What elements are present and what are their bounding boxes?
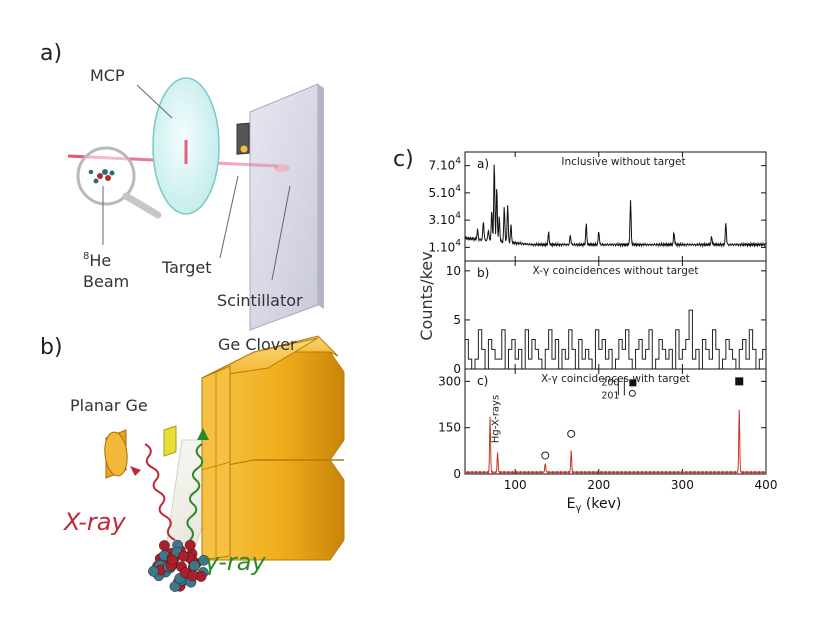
marker-square: [735, 377, 744, 386]
subplot-title-c: X-γ coincidences with target: [541, 373, 690, 385]
subplot-frame-c: [464, 368, 767, 475]
scintillator-edge: [318, 84, 324, 309]
magnifier-handle: [122, 192, 162, 219]
mcp-leader: [136, 84, 173, 119]
nucleon: [166, 554, 178, 566]
he8-nucleus-small: [88, 169, 115, 184]
nucleon: [187, 570, 199, 582]
target-leader: [219, 175, 239, 259]
subplot-frame-b: [464, 260, 767, 370]
xray-wave: [144, 443, 176, 541]
spectra-chart: a) Inclusive without target 7.104 5.104 3.10…: [429, 151, 778, 492]
panel-c: c) a) Inclusive without target 7.104 5.104 3…: [393, 147, 777, 514]
xray-arrowhead: [130, 466, 141, 476]
y-tick-label: 7.104: [429, 157, 462, 173]
subplot-tag-c: c): [477, 374, 488, 388]
x-axis-label: Eγ (kev): [567, 496, 622, 514]
nucleon: [178, 550, 189, 562]
nucleon: [169, 581, 181, 592]
y-tick-label: 1.104: [429, 238, 462, 254]
y-tick-label: 10: [446, 264, 461, 278]
subplot-tag-a: a): [477, 157, 489, 171]
y-tick-label: 0: [453, 362, 461, 376]
panel-c-label: c): [393, 147, 414, 172]
legend-200-label: 200: [601, 377, 619, 388]
nucleon: [184, 539, 196, 551]
panel-a: a) MCP 8He B: [40, 41, 324, 331]
planar-ge-detector: [104, 425, 177, 479]
panel-b: b) Ge: [40, 335, 345, 592]
marker-circle: [567, 429, 576, 438]
legend-201-label: 201: [601, 390, 619, 401]
ge-clover-label: Ge Clover: [218, 335, 297, 354]
marker-circle: [541, 451, 550, 460]
subplot-title-b: X-γ coincidences without target: [532, 265, 698, 277]
series-histogram-b: [465, 309, 766, 370]
x-tick-label: 400: [755, 478, 778, 492]
legend-square: [629, 379, 637, 387]
y-tick-label: 0: [453, 467, 461, 481]
planar-ge-label: Planar Ge: [70, 396, 148, 415]
y-axis-label: Counts/kev: [417, 251, 436, 340]
he8-label: 8He: [83, 251, 111, 270]
mcp-label: MCP: [90, 66, 125, 85]
legend-circle: [628, 389, 636, 397]
y-tick-label: 3.104: [429, 211, 462, 227]
scintillator-leader: [271, 185, 291, 281]
clover-detector: [201, 335, 345, 561]
nucleon: [159, 540, 170, 551]
nucleon: [198, 554, 210, 566]
gamma-arrowhead: [197, 428, 209, 440]
planar-ge-window: [163, 425, 177, 457]
gamma-ray-label: γ-ray: [204, 548, 266, 576]
target-label: Target: [161, 258, 212, 277]
scintillator-label: Scintillator: [217, 291, 303, 310]
series-line-a: [464, 164, 766, 249]
y-tick-label: 150: [438, 421, 461, 435]
x-tick-label: 200: [587, 478, 610, 492]
subplot-title-a: Inclusive without target: [561, 156, 685, 168]
x-tick-label: 300: [671, 478, 694, 492]
nucleon: [148, 565, 159, 577]
y-tick-label: 5: [453, 313, 461, 327]
clover-top-face: [201, 337, 319, 379]
nucleus-cluster: [148, 539, 210, 592]
panel-b-label: b): [40, 335, 63, 360]
y-tick-label: 5.104: [429, 184, 462, 200]
panel-a-label: a): [40, 41, 62, 66]
x-tick-label: 100: [504, 478, 527, 492]
xray-label: X-ray: [62, 508, 126, 536]
series-line-c: [464, 409, 767, 475]
y-tick-label: 300: [438, 374, 461, 388]
hg-xrays-annotation: Hg-X-rays: [490, 395, 501, 443]
beam-label: Beam: [83, 272, 129, 291]
gamma-wave: [186, 443, 204, 541]
subplot-tag-b: b): [477, 266, 489, 280]
target-center: [240, 145, 248, 153]
